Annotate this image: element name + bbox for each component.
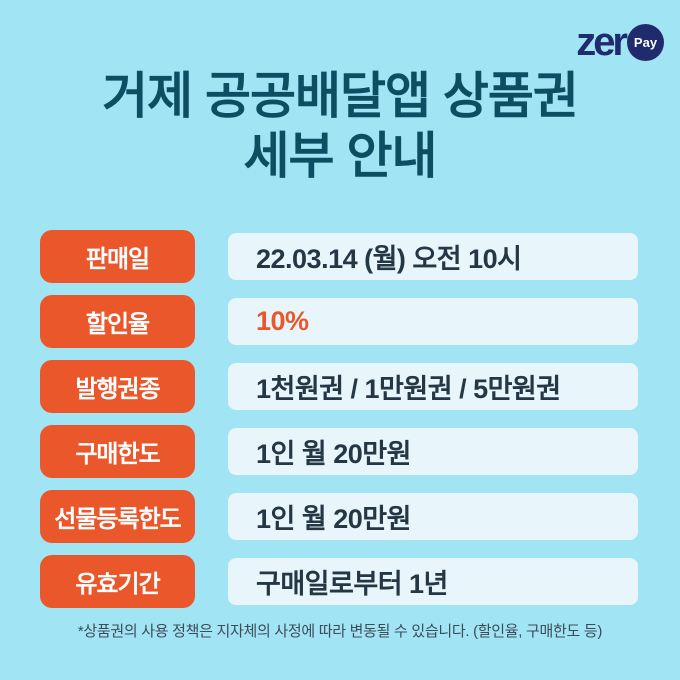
table-row-discount-rate: 10% 할인율 (40, 295, 638, 348)
row-value-panel: 1인 월 20만원 (228, 493, 638, 540)
row-value: 구매일로부터 1년 (256, 569, 448, 599)
row-label-badge: 유효기간 (40, 555, 195, 608)
row-value-panel: 10% (228, 298, 638, 345)
row-label-badge: 선물등록한도 (40, 490, 195, 543)
row-value-panel: 1천원권 / 1만원권 / 5만원권 (228, 363, 638, 410)
row-value-panel: 구매일로부터 1년 (228, 558, 638, 605)
page-title: 거제 공공배달앱 상품권 세부 안내 (0, 66, 680, 186)
row-value: 1천원권 / 1만원권 / 5만원권 (256, 374, 561, 404)
row-label-badge: 구매한도 (40, 425, 195, 478)
row-value: 1인 월 20만원 (256, 504, 411, 534)
row-value-panel: 22.03.14 (월) 오전 10시 (228, 233, 638, 280)
row-value: 22.03.14 (월) 오전 10시 (256, 244, 522, 274)
table-row-purchase-limit: 1인 월 20만원 구매한도 (40, 425, 638, 478)
page-title-line1: 거제 공공배달앱 상품권 (102, 68, 579, 124)
row-value-panel: 1인 월 20만원 (228, 428, 638, 475)
zeropay-logo-word: zer (576, 20, 628, 64)
row-label-badge: 발행권종 (40, 360, 195, 413)
info-table: 22.03.14 (월) 오전 10시 판매일 10% 할인율 1천원권 / 1… (40, 230, 638, 608)
table-row-denominations: 1천원권 / 1만원권 / 5만원권 발행권종 (40, 360, 638, 413)
zeropay-logo-pay-label: Pay (633, 34, 658, 50)
table-row-gift-register-limit: 1인 월 20만원 선물등록한도 (40, 490, 638, 543)
footer-disclaimer: *상품권의 사용 정책은 지자체의 사정에 따라 변동될 수 있습니다. (할인… (77, 623, 603, 640)
row-label-badge: 할인율 (40, 295, 195, 348)
row-value: 1인 월 20만원 (256, 439, 411, 469)
zeropay-logo: zer Pay (576, 22, 664, 62)
table-row-sale-date: 22.03.14 (월) 오전 10시 판매일 (40, 230, 638, 283)
zeropay-logo-circle-icon: Pay (627, 23, 664, 61)
page-title-line2: 세부 안내 (243, 128, 438, 184)
row-value: 10% (256, 306, 309, 336)
table-row-validity-period: 구매일로부터 1년 유효기간 (40, 555, 638, 608)
row-label-badge: 판매일 (40, 230, 195, 283)
